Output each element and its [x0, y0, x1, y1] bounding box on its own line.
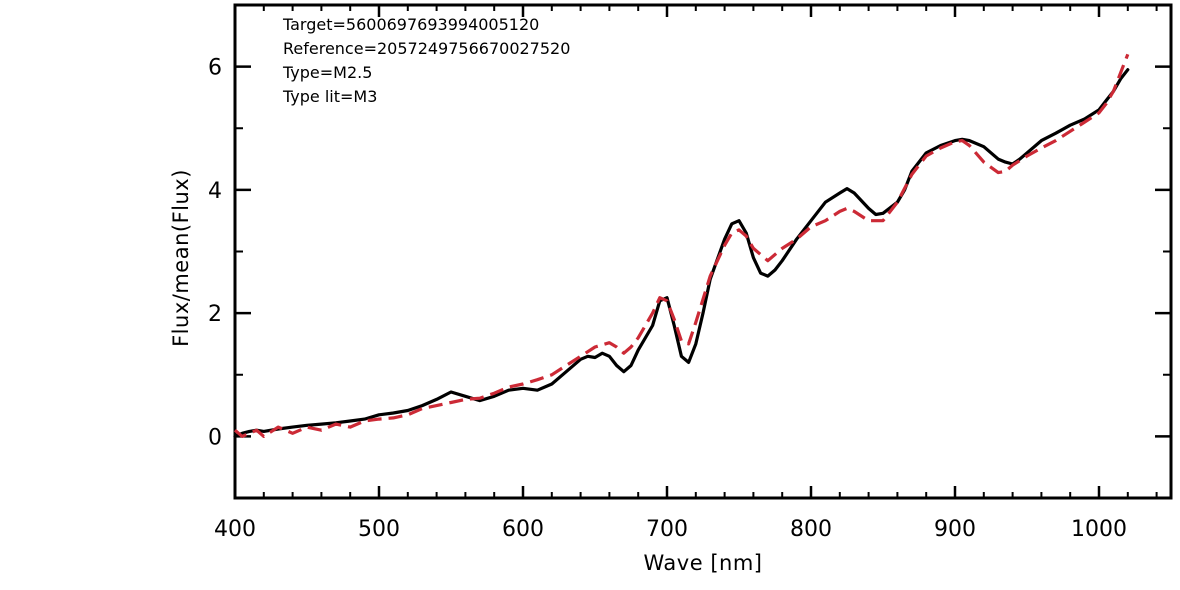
target-spectrum-line: [233, 68, 1130, 438]
x-tick-label: 500: [358, 517, 400, 542]
y-axis-title: Flux/mean(Flux): [169, 169, 193, 347]
y-tick-label: 2: [208, 302, 222, 327]
x-tick-label: 700: [646, 517, 688, 542]
axis-ticks: [233, 4, 1171, 499]
y-tick-label: 6: [208, 56, 222, 81]
y-tick-label: 4: [208, 179, 222, 204]
x-tick-label: 400: [214, 517, 256, 542]
x-tick-label: 900: [934, 517, 976, 542]
plot-frame: [233, 3, 1173, 500]
annotation-line: Type lit=M3: [282, 87, 377, 106]
y-tick-label: 0: [208, 425, 222, 450]
x-axis-title: Wave [nm]: [644, 551, 763, 575]
annotation-line: Type=M2.5: [282, 63, 372, 82]
annotation-line: Target=5600697693994005120: [282, 15, 539, 34]
tick-labels: 400 500 600 700 800 900 1000 0 2 4 6: [208, 56, 1127, 542]
x-tick-label: 1000: [1071, 517, 1127, 542]
annotations: Target=5600697693994005120 Reference=2057…: [282, 15, 570, 106]
reference-spectrum-line: [233, 53, 1130, 438]
x-tick-label: 600: [502, 517, 544, 542]
annotation-line: Reference=2057249756670027520: [283, 39, 570, 58]
x-tick-label: 800: [790, 517, 832, 542]
series-layer: [233, 53, 1130, 438]
